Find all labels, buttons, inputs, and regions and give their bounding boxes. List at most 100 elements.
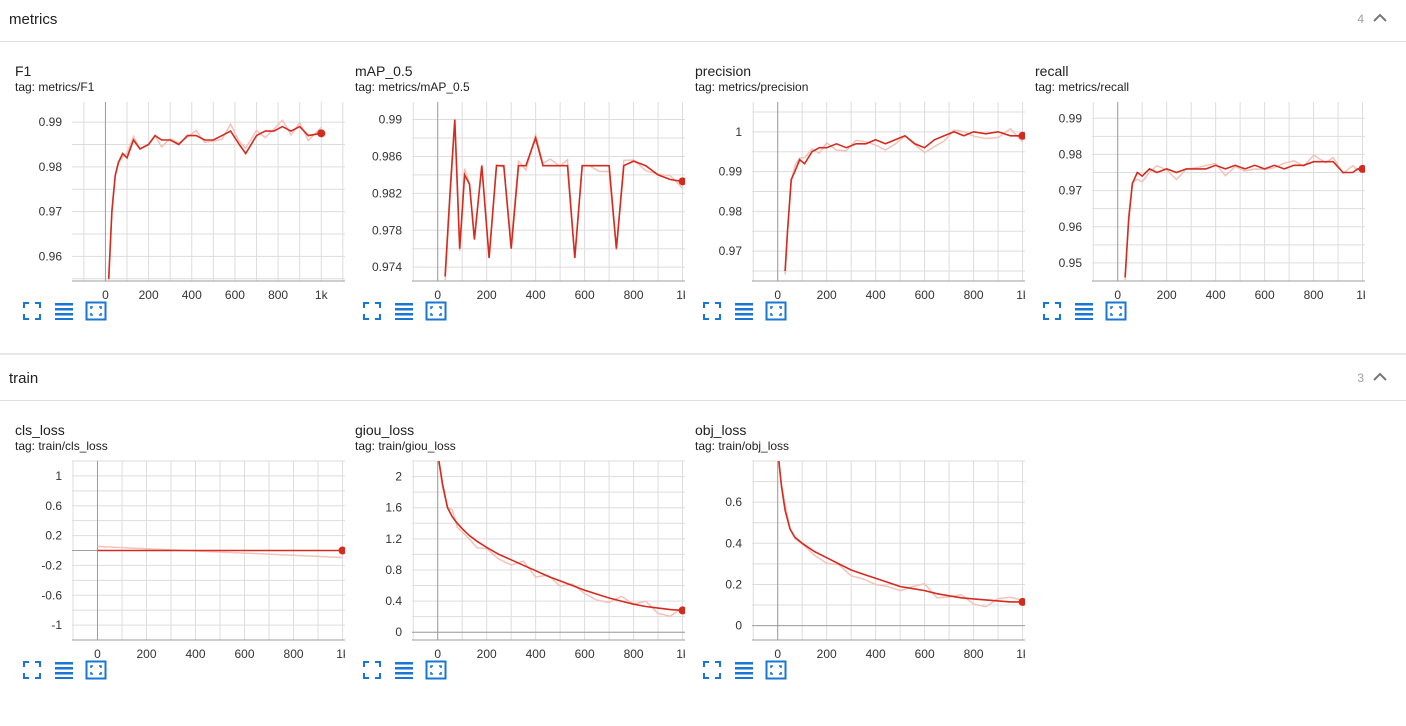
fit-domain-icon — [425, 301, 447, 321]
y-tick-label: 0.97 — [1059, 184, 1083, 198]
x-tick-label: 200 — [477, 288, 497, 302]
data-list-icon[interactable] — [52, 299, 76, 323]
fit-domain-icon[interactable] — [424, 299, 448, 323]
y-tick-label: 1.6 — [385, 501, 402, 515]
y-tick-label: 0.99 — [379, 113, 403, 127]
x-tick-label: 800 — [624, 647, 644, 661]
chart-title: giou_loss — [355, 422, 415, 438]
x-tick-label: 0 — [102, 288, 109, 302]
data-list-icon — [1075, 303, 1093, 320]
fullscreen-icon[interactable] — [20, 658, 44, 682]
fit-domain-icon[interactable] — [764, 299, 788, 323]
fit-domain-icon[interactable] — [84, 658, 108, 682]
y-tick-label: 0.2 — [725, 577, 742, 591]
fit-domain-icon[interactable] — [764, 658, 788, 682]
data-list-icon[interactable] — [392, 658, 416, 682]
chart-card-recall: recall tag: metrics/recall 0 200 400 600 800… — [1020, 62, 1365, 367]
data-list-icon — [55, 662, 73, 679]
fullscreen-icon[interactable] — [20, 299, 44, 323]
raw-series-line — [778, 464, 1023, 608]
y-tick-label: 0.4 — [725, 536, 742, 550]
x-tick-label: 800 — [964, 288, 984, 302]
y-tick-label: -0.6 — [41, 588, 62, 602]
x-tick-label: 1k — [676, 647, 685, 661]
y-tick-label: 0.978 — [372, 223, 402, 237]
chart-card-giou-loss: giou_loss tag: train/giou_loss 0 200 400 60… — [340, 421, 685, 726]
data-list-icon — [55, 303, 73, 320]
x-tick-label: 400 — [185, 647, 205, 661]
section-divider — [0, 41, 1406, 42]
x-tick-label: 400 — [1206, 288, 1226, 302]
series-line — [784, 130, 1023, 272]
fullscreen-icon[interactable] — [700, 658, 724, 682]
x-tick-label: 600 — [575, 288, 595, 302]
x-tick-label: 400 — [182, 288, 202, 302]
y-tick-label: 0.6 — [45, 499, 62, 513]
section-divider — [0, 353, 1406, 355]
fullscreen-icon[interactable] — [1040, 299, 1064, 323]
fit-domain-icon[interactable] — [424, 658, 448, 682]
fullscreen-icon[interactable] — [360, 299, 384, 323]
chevron-up-icon[interactable] — [1372, 369, 1388, 385]
data-list-icon[interactable] — [392, 299, 416, 323]
x-tick-label: 200 — [136, 647, 156, 661]
y-tick-label: 2 — [395, 470, 402, 484]
data-list-icon[interactable] — [732, 299, 756, 323]
fit-domain-icon — [85, 301, 107, 321]
chart-card-cls-loss: cls_loss tag: train/cls_loss 0 200 400 600 8… — [0, 421, 345, 726]
y-tick-label: 0.97 — [719, 244, 743, 258]
line-chart: 0 200 400 600 800 1k -1 -0.6 -0.2 0.2 0.6 1 — [41, 460, 345, 661]
chart-title: F1 — [15, 63, 32, 79]
chevron-up-icon[interactable] — [1372, 10, 1388, 26]
y-tick-label: 1 — [735, 125, 742, 139]
x-tick-label: 200 — [1157, 288, 1177, 302]
chart-tag: tag: metrics/F1 — [15, 80, 95, 94]
series-line — [438, 461, 683, 612]
x-tick-label: 400 — [866, 647, 886, 661]
data-list-icon[interactable] — [1072, 299, 1096, 323]
y-tick-label: 0.6 — [725, 495, 742, 509]
chart-title: recall — [1035, 63, 1069, 79]
x-tick-label: 0 — [434, 647, 441, 661]
chart-title: cls_loss — [15, 422, 65, 438]
fit-domain-icon[interactable] — [84, 299, 108, 323]
raw-series-line — [784, 127, 1024, 275]
x-tick-label: 200 — [817, 647, 837, 661]
y-tick-label: 0.98 — [39, 160, 63, 174]
fullscreen-icon[interactable] — [360, 658, 384, 682]
chart-title: obj_loss — [695, 422, 747, 438]
last-point-marker — [1358, 164, 1365, 173]
y-tick-label: 0.96 — [39, 249, 63, 263]
fullscreen-icon — [703, 302, 721, 320]
section-header-train[interactable]: train 3 — [0, 359, 1406, 399]
x-tick-label: 600 — [575, 647, 595, 661]
fit-domain-icon[interactable] — [1104, 299, 1128, 323]
data-list-icon[interactable] — [52, 658, 76, 682]
x-tick-label: 800 — [268, 288, 288, 302]
section-title: metrics — [9, 11, 58, 28]
x-tick-label: 600 — [1255, 288, 1275, 302]
data-list-icon — [735, 662, 753, 679]
last-point-marker — [1018, 597, 1025, 606]
last-point-marker — [338, 546, 345, 555]
y-tick-label: -1 — [51, 618, 62, 632]
data-list-icon[interactable] — [732, 658, 756, 682]
section-divider — [0, 400, 1406, 401]
y-tick-label: 0.4 — [385, 594, 402, 608]
x-tick-label: 200 — [139, 288, 159, 302]
x-tick-label: 600 — [235, 647, 255, 661]
x-tick-label: 800 — [1304, 288, 1324, 302]
y-tick-label: 0.99 — [1059, 111, 1083, 125]
data-list-icon — [735, 303, 753, 320]
chart-tag: tag: train/giou_loss — [355, 439, 456, 453]
chart-tag: tag: train/cls_loss — [15, 439, 108, 453]
y-tick-label: 0.99 — [39, 115, 63, 129]
fit-domain-icon — [85, 660, 107, 680]
y-tick-label: 0.982 — [372, 186, 402, 200]
line-chart: 0 200 400 600 800 1k 0.97 0.98 0.99 1 — [719, 102, 1025, 302]
y-tick-label: 0.97 — [39, 205, 63, 219]
fullscreen-icon[interactable] — [700, 299, 724, 323]
x-tick-label: 1k — [336, 647, 345, 661]
fit-domain-icon — [765, 660, 787, 680]
section-header-metrics[interactable]: metrics 4 — [0, 0, 1406, 40]
